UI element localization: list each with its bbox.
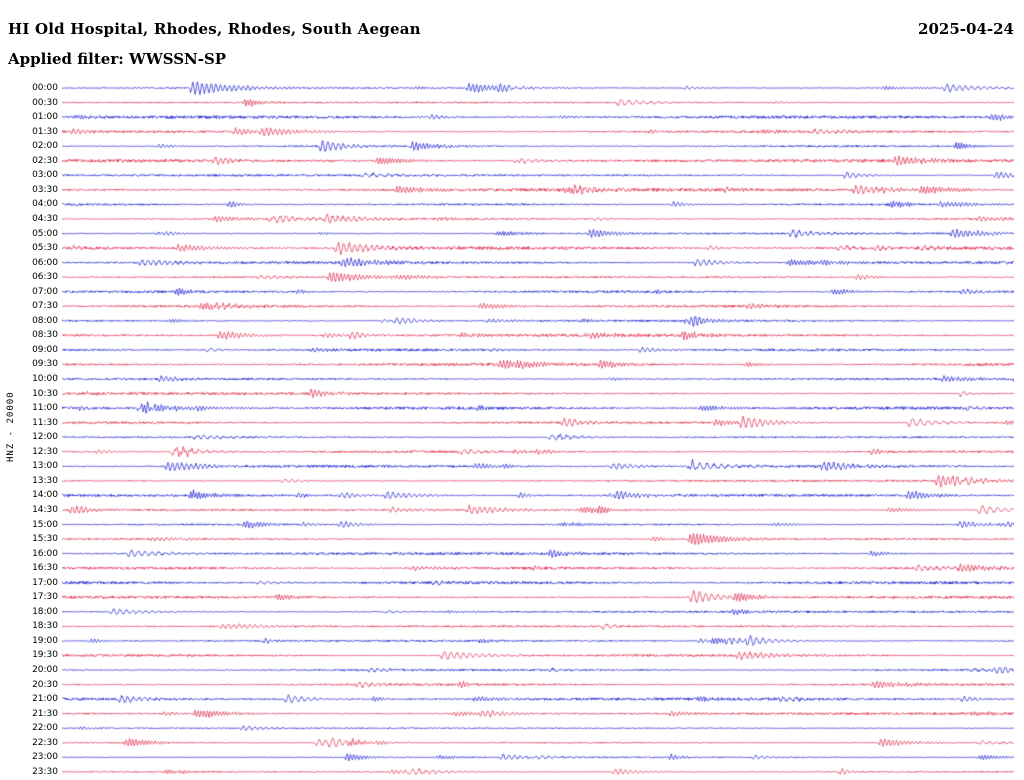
time-label: 07:00: [32, 286, 58, 297]
time-label: 07:30: [32, 301, 58, 312]
time-label: 00:00: [32, 83, 58, 93]
time-label: 09:30: [32, 359, 58, 370]
station-title: HI Old Hospital, Rhodes, Rhodes, South A…: [8, 20, 421, 38]
time-label: 17:00: [32, 577, 58, 588]
time-label: 01:30: [32, 126, 58, 137]
time-label: 13:30: [32, 475, 58, 486]
time-label: 18:00: [32, 606, 58, 617]
time-label: 13:00: [32, 461, 58, 472]
time-label: 20:30: [32, 679, 58, 690]
time-label: 16:00: [32, 548, 58, 559]
record-date: 2025-04-24: [918, 20, 1014, 38]
time-label: 23:30: [32, 766, 58, 777]
time-label: 22:30: [32, 737, 58, 748]
time-label: 15:00: [32, 519, 58, 530]
time-label: 15:30: [32, 534, 58, 545]
time-label: 14:00: [32, 490, 58, 501]
time-label: 06:00: [32, 257, 58, 268]
time-label: 02:30: [32, 155, 58, 166]
time-label: 06:30: [32, 272, 58, 283]
time-label: 20:00: [32, 665, 58, 675]
time-label: 03:00: [32, 170, 58, 181]
applied-filter-label: Applied filter: WWSSN-SP: [8, 50, 227, 68]
time-label: 19:00: [32, 635, 58, 646]
time-label: 23:00: [32, 752, 58, 763]
time-label: 08:30: [32, 330, 58, 341]
time-label: 01:00: [32, 112, 58, 123]
time-label: 18:30: [32, 621, 58, 632]
time-label: 04:00: [32, 199, 58, 210]
channel-axis-label: HNZ - 20000: [6, 391, 16, 462]
time-label: 16:30: [32, 563, 58, 574]
time-label: 03:30: [32, 184, 58, 195]
time-label: 00:30: [32, 97, 58, 108]
time-label: 02:00: [32, 141, 58, 152]
time-label: 14:30: [32, 504, 58, 515]
time-label: 05:00: [32, 228, 58, 239]
time-label: 17:30: [32, 592, 58, 603]
time-label: 10:00: [32, 374, 58, 384]
time-label: 09:00: [32, 344, 58, 355]
time-label: 04:30: [32, 213, 58, 224]
time-label: 21:30: [32, 708, 58, 719]
time-label: 21:00: [32, 694, 58, 705]
time-label: 22:00: [32, 723, 58, 734]
seismogram-traces: [62, 78, 1014, 778]
time-label: 05:30: [32, 243, 58, 254]
time-label: 08:00: [32, 315, 58, 326]
time-label: 19:30: [32, 650, 58, 661]
